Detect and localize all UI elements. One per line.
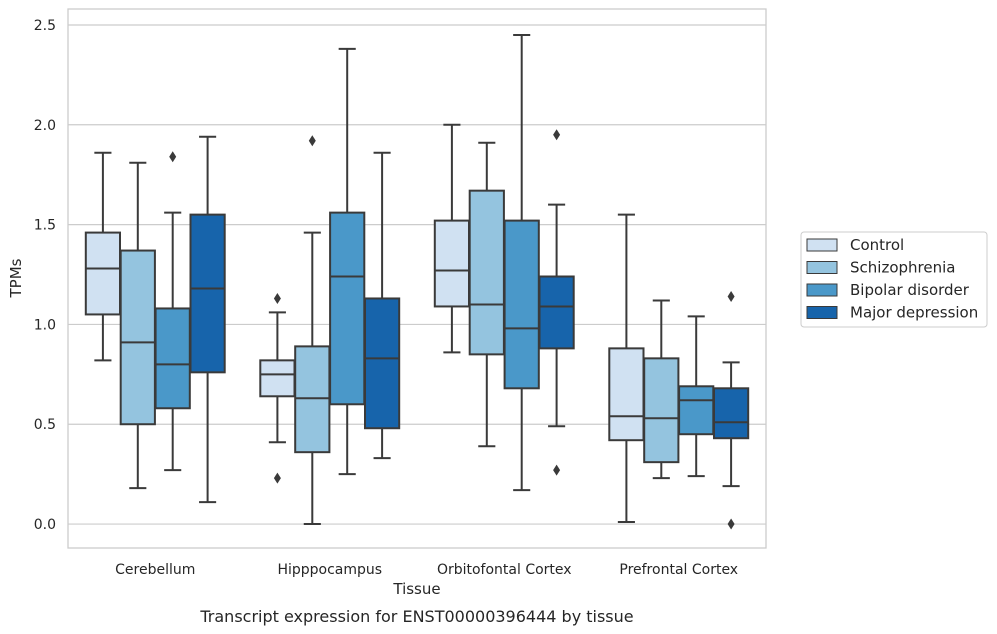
box bbox=[189, 213, 226, 374]
box bbox=[503, 219, 540, 390]
outlier-point bbox=[273, 292, 281, 304]
y-tick-label: 1.5 bbox=[34, 218, 56, 234]
box-group bbox=[503, 33, 540, 492]
box bbox=[329, 211, 366, 406]
box-group bbox=[84, 151, 122, 362]
box-group bbox=[608, 213, 645, 524]
box-group bbox=[643, 299, 680, 480]
y-axis-label: TPMs bbox=[7, 258, 25, 298]
legend-label: Major depression bbox=[850, 304, 978, 322]
outlier-point bbox=[727, 518, 735, 530]
box bbox=[468, 189, 505, 356]
box-group bbox=[468, 141, 505, 448]
chart-caption: Transcript expression for ENST0000039644… bbox=[199, 607, 633, 626]
legend-swatch bbox=[806, 238, 838, 252]
outlier-point bbox=[727, 290, 735, 302]
outlier-point bbox=[553, 464, 561, 476]
y-tick-label: 0.5 bbox=[34, 417, 56, 433]
box-group bbox=[712, 290, 750, 530]
box-group bbox=[329, 47, 366, 476]
legend-frame bbox=[800, 231, 988, 328]
box-group bbox=[154, 151, 191, 472]
outlier-point bbox=[273, 472, 281, 484]
y-tick-label: 0.0 bbox=[34, 517, 56, 533]
x-axis-label: Tissue bbox=[392, 580, 440, 598]
box-group bbox=[433, 123, 471, 354]
x-tick-label: Prefrontal Cortex bbox=[619, 562, 738, 578]
box bbox=[608, 347, 645, 442]
box bbox=[259, 359, 296, 398]
legend-swatch bbox=[806, 283, 838, 297]
y-tick-label: 2.5 bbox=[34, 18, 56, 34]
plot-frame bbox=[67, 8, 767, 549]
x-tick-label: Cerebellum bbox=[115, 562, 195, 578]
box-group bbox=[678, 315, 715, 478]
box bbox=[678, 385, 715, 436]
y-tick-label: 1.0 bbox=[34, 317, 56, 333]
x-tick-label: Hipppocampus bbox=[277, 562, 382, 578]
box bbox=[433, 219, 471, 308]
legend-swatch bbox=[806, 306, 838, 319]
box-group bbox=[538, 129, 575, 476]
box bbox=[363, 297, 401, 430]
legend-swatch bbox=[806, 261, 838, 274]
legend-label: Schizophrenia bbox=[850, 259, 955, 277]
legend-label: Bipolar disorder bbox=[850, 281, 970, 299]
outlier-point bbox=[169, 151, 177, 163]
boxes bbox=[84, 33, 750, 530]
y-tick-labels: 0.0 0.5 1.0 1.5 2.0 2.5 bbox=[34, 18, 56, 533]
box-group bbox=[294, 135, 331, 526]
box bbox=[712, 387, 750, 440]
x-tick-label: Orbitofontal Cortex bbox=[437, 562, 572, 578]
outlier-point bbox=[553, 129, 561, 141]
box bbox=[154, 307, 191, 410]
outlier-point bbox=[308, 135, 316, 147]
x-tick-labels: Cerebellum Hipppocampus Orbitofontal Corte… bbox=[115, 562, 738, 578]
box bbox=[84, 231, 122, 316]
y-tick-label: 2.0 bbox=[34, 118, 56, 134]
box bbox=[643, 357, 680, 464]
box-group bbox=[363, 151, 401, 460]
legend-label: Control bbox=[850, 236, 904, 254]
box bbox=[538, 275, 575, 350]
box-group bbox=[259, 292, 296, 484]
box bbox=[119, 249, 156, 426]
box-group bbox=[189, 135, 226, 504]
legend: Control Schizophrenia Bipolar disorder Majo… bbox=[800, 231, 988, 328]
box-group bbox=[119, 161, 156, 490]
